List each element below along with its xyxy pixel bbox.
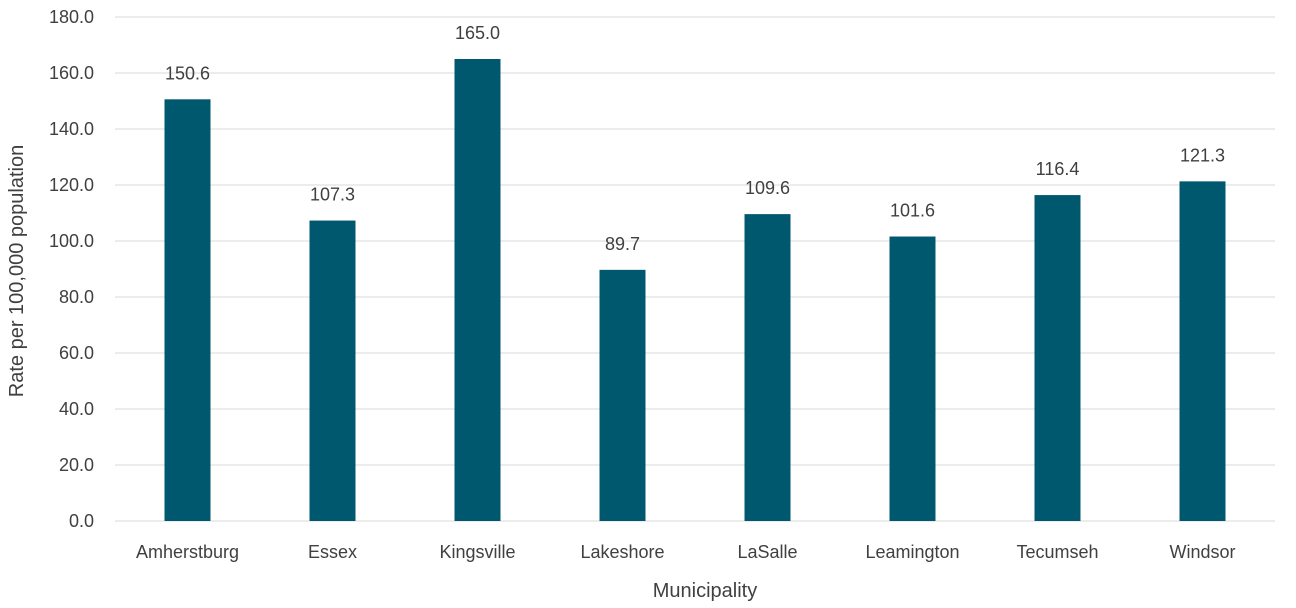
bars — [164, 59, 1226, 522]
x-tick-label: Windsor — [1169, 542, 1235, 562]
data-label: 109.6 — [745, 178, 790, 198]
y-tick-label: 140.0 — [49, 119, 94, 139]
data-labels: 150.6 107.3 165.0 89.7 109.6 101.6 116.4 121.3 — [165, 23, 1225, 254]
y-tick-label: 60.0 — [59, 343, 94, 363]
y-axis-title: Rate per 100,000 population — [6, 145, 28, 397]
data-label: 165.0 — [455, 23, 500, 43]
x-tick-label: Kingsville — [439, 542, 515, 562]
data-label: 121.3 — [1180, 145, 1225, 165]
data-label: 150.6 — [165, 63, 210, 83]
data-label: 101.6 — [890, 201, 935, 221]
bar — [164, 99, 211, 521]
bar — [599, 269, 646, 521]
y-tick-label: 20.0 — [59, 455, 94, 475]
y-tick-label: 80.0 — [59, 287, 94, 307]
y-axis-ticks: 0.0 20.0 40.0 60.0 80.0 100.0 120.0 140.0 160.0 1… — [49, 7, 94, 531]
y-tick-label: 160.0 — [49, 63, 94, 83]
x-axis-ticks: Amherstburg Essex Kingsville Lakeshore LaSal… — [136, 542, 1236, 562]
gridlines — [115, 16, 1275, 522]
bar — [1179, 181, 1226, 522]
x-axis-title: Municipality — [653, 580, 757, 602]
data-label: 116.4 — [1036, 159, 1080, 179]
x-tick-label: Leamington — [865, 542, 959, 562]
y-tick-label: 180.0 — [49, 7, 94, 27]
bar — [1034, 195, 1081, 521]
bar — [309, 220, 356, 521]
y-tick-label: 40.0 — [59, 399, 94, 419]
x-tick-label: Tecumseh — [1016, 542, 1098, 562]
x-tick-label: Amherstburg — [136, 542, 239, 562]
y-tick-label: 0.0 — [69, 511, 94, 531]
bar — [454, 59, 501, 521]
y-tick-label: 120.0 — [49, 175, 94, 195]
data-label: 107.3 — [310, 185, 355, 205]
data-label: 89.7 — [605, 234, 640, 254]
bar — [744, 214, 791, 521]
x-tick-label: LaSalle — [737, 542, 797, 562]
y-tick-label: 100.0 — [49, 231, 94, 251]
x-tick-label: Lakeshore — [580, 542, 664, 562]
x-tick-label: Essex — [308, 542, 357, 562]
bar — [889, 236, 936, 521]
